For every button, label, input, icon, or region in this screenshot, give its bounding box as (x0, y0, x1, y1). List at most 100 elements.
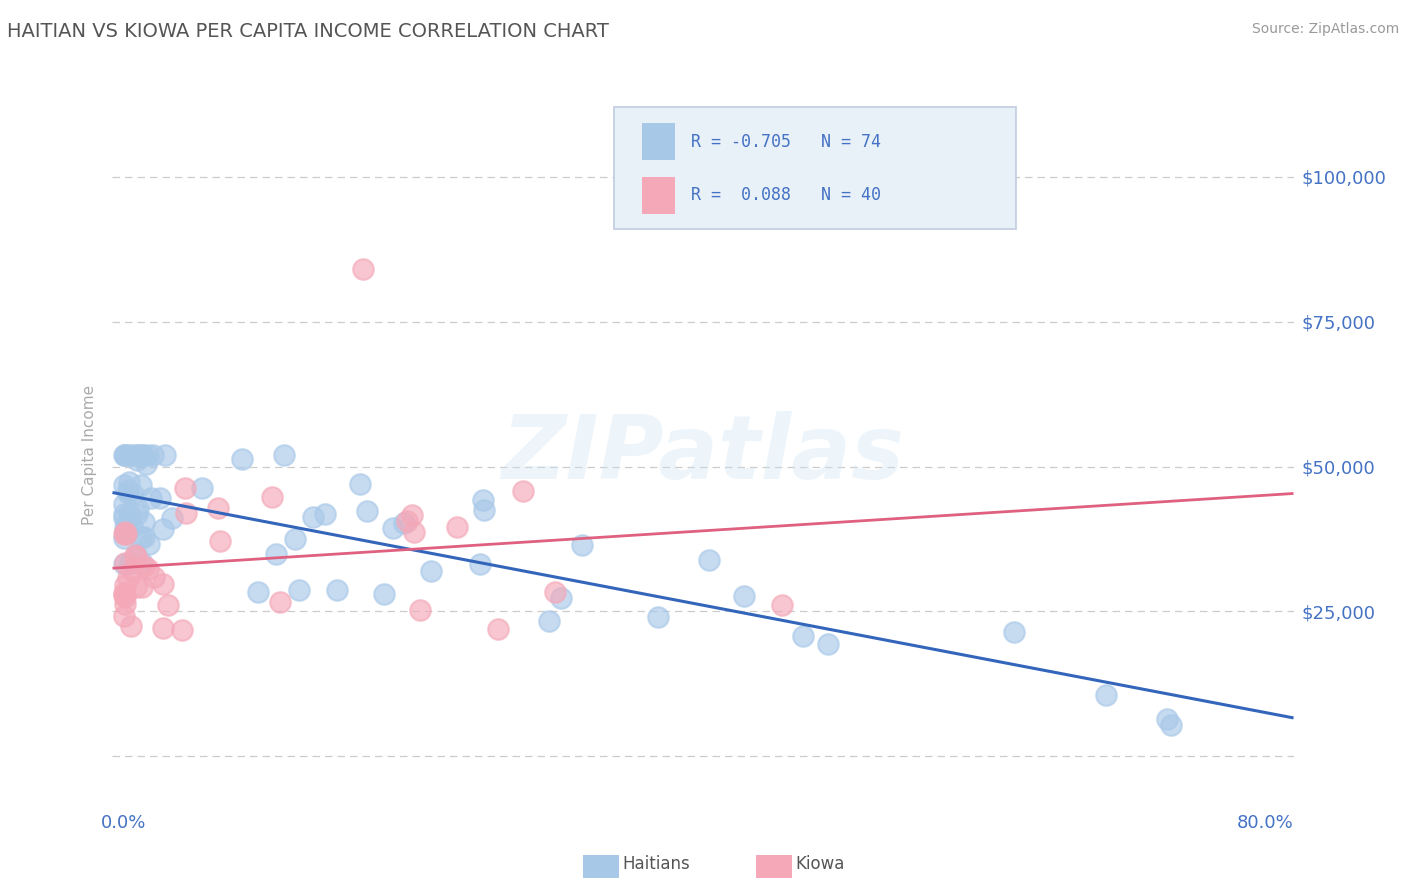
Text: Kiowa: Kiowa (796, 855, 845, 873)
Point (118, 556, 141, 570)
FancyBboxPatch shape (641, 178, 675, 214)
Point (157, 598, 180, 612)
Point (112, 532, 135, 546)
Point (401, 508, 423, 522)
Point (114, 448, 136, 462)
Point (112, 608, 135, 623)
Point (117, 486, 139, 500)
Point (1160, 718, 1182, 732)
Point (132, 559, 155, 574)
Point (155, 448, 177, 462)
Point (470, 557, 492, 571)
Point (112, 588, 135, 602)
Point (127, 448, 149, 462)
Point (302, 510, 325, 524)
Point (118, 475, 141, 489)
Point (352, 262, 374, 277)
Point (125, 548, 148, 562)
Point (136, 562, 159, 576)
Point (817, 637, 839, 651)
Point (134, 530, 156, 544)
Point (392, 516, 415, 530)
Point (115, 516, 138, 530)
Point (647, 610, 669, 624)
Point (419, 565, 441, 579)
Point (117, 483, 139, 497)
Point (127, 507, 149, 521)
Point (143, 569, 166, 583)
Point (131, 580, 153, 594)
Point (139, 491, 162, 505)
Point (471, 492, 494, 507)
Point (124, 548, 146, 562)
Point (112, 497, 135, 511)
Point (381, 521, 404, 535)
Point (112, 448, 135, 462)
FancyBboxPatch shape (641, 123, 675, 160)
Point (112, 478, 135, 492)
Point (132, 448, 155, 462)
Point (114, 521, 136, 535)
Point (191, 481, 214, 495)
Point (112, 511, 135, 525)
Point (543, 584, 565, 599)
Point (172, 624, 194, 638)
Point (269, 595, 291, 609)
Point (117, 571, 139, 585)
Point (121, 520, 143, 534)
Point (571, 538, 593, 552)
Point (260, 490, 283, 504)
Point (129, 477, 152, 491)
Point (208, 533, 231, 548)
Text: R =  0.088   N = 40: R = 0.088 N = 40 (692, 186, 882, 204)
Point (138, 537, 160, 551)
Point (127, 501, 149, 516)
Point (136, 448, 159, 462)
FancyBboxPatch shape (614, 107, 1017, 229)
Point (792, 629, 814, 643)
Point (537, 615, 560, 629)
Point (356, 503, 378, 517)
Point (152, 621, 174, 635)
Point (127, 452, 149, 467)
Point (112, 557, 135, 571)
Point (287, 582, 309, 597)
Point (114, 527, 136, 541)
Point (132, 516, 155, 530)
Point (550, 591, 572, 605)
Point (125, 580, 148, 594)
Point (118, 448, 141, 462)
Point (1095, 688, 1118, 702)
Point (131, 448, 153, 462)
Text: ZIPatlas: ZIPatlas (502, 411, 904, 499)
Point (1156, 713, 1178, 727)
Point (733, 589, 755, 603)
Point (152, 522, 174, 536)
Point (446, 520, 468, 534)
Point (697, 553, 720, 567)
Point (395, 515, 418, 529)
Point (112, 507, 135, 521)
Point (207, 500, 229, 515)
Point (112, 586, 135, 600)
Point (114, 527, 136, 541)
Point (349, 476, 371, 491)
Point (122, 487, 145, 501)
Point (114, 448, 136, 462)
Point (114, 525, 136, 540)
Point (486, 622, 509, 636)
Y-axis label: Per Capita Income: Per Capita Income (82, 384, 97, 525)
Point (114, 590, 136, 604)
Point (174, 506, 197, 520)
Point (326, 582, 349, 597)
Text: Haitians: Haitians (623, 855, 690, 873)
Point (409, 603, 432, 617)
Point (246, 585, 269, 599)
Point (160, 510, 183, 524)
Point (125, 549, 148, 564)
Point (404, 525, 426, 540)
Point (120, 619, 142, 633)
Point (121, 563, 143, 577)
Point (284, 532, 307, 546)
Point (127, 448, 149, 462)
